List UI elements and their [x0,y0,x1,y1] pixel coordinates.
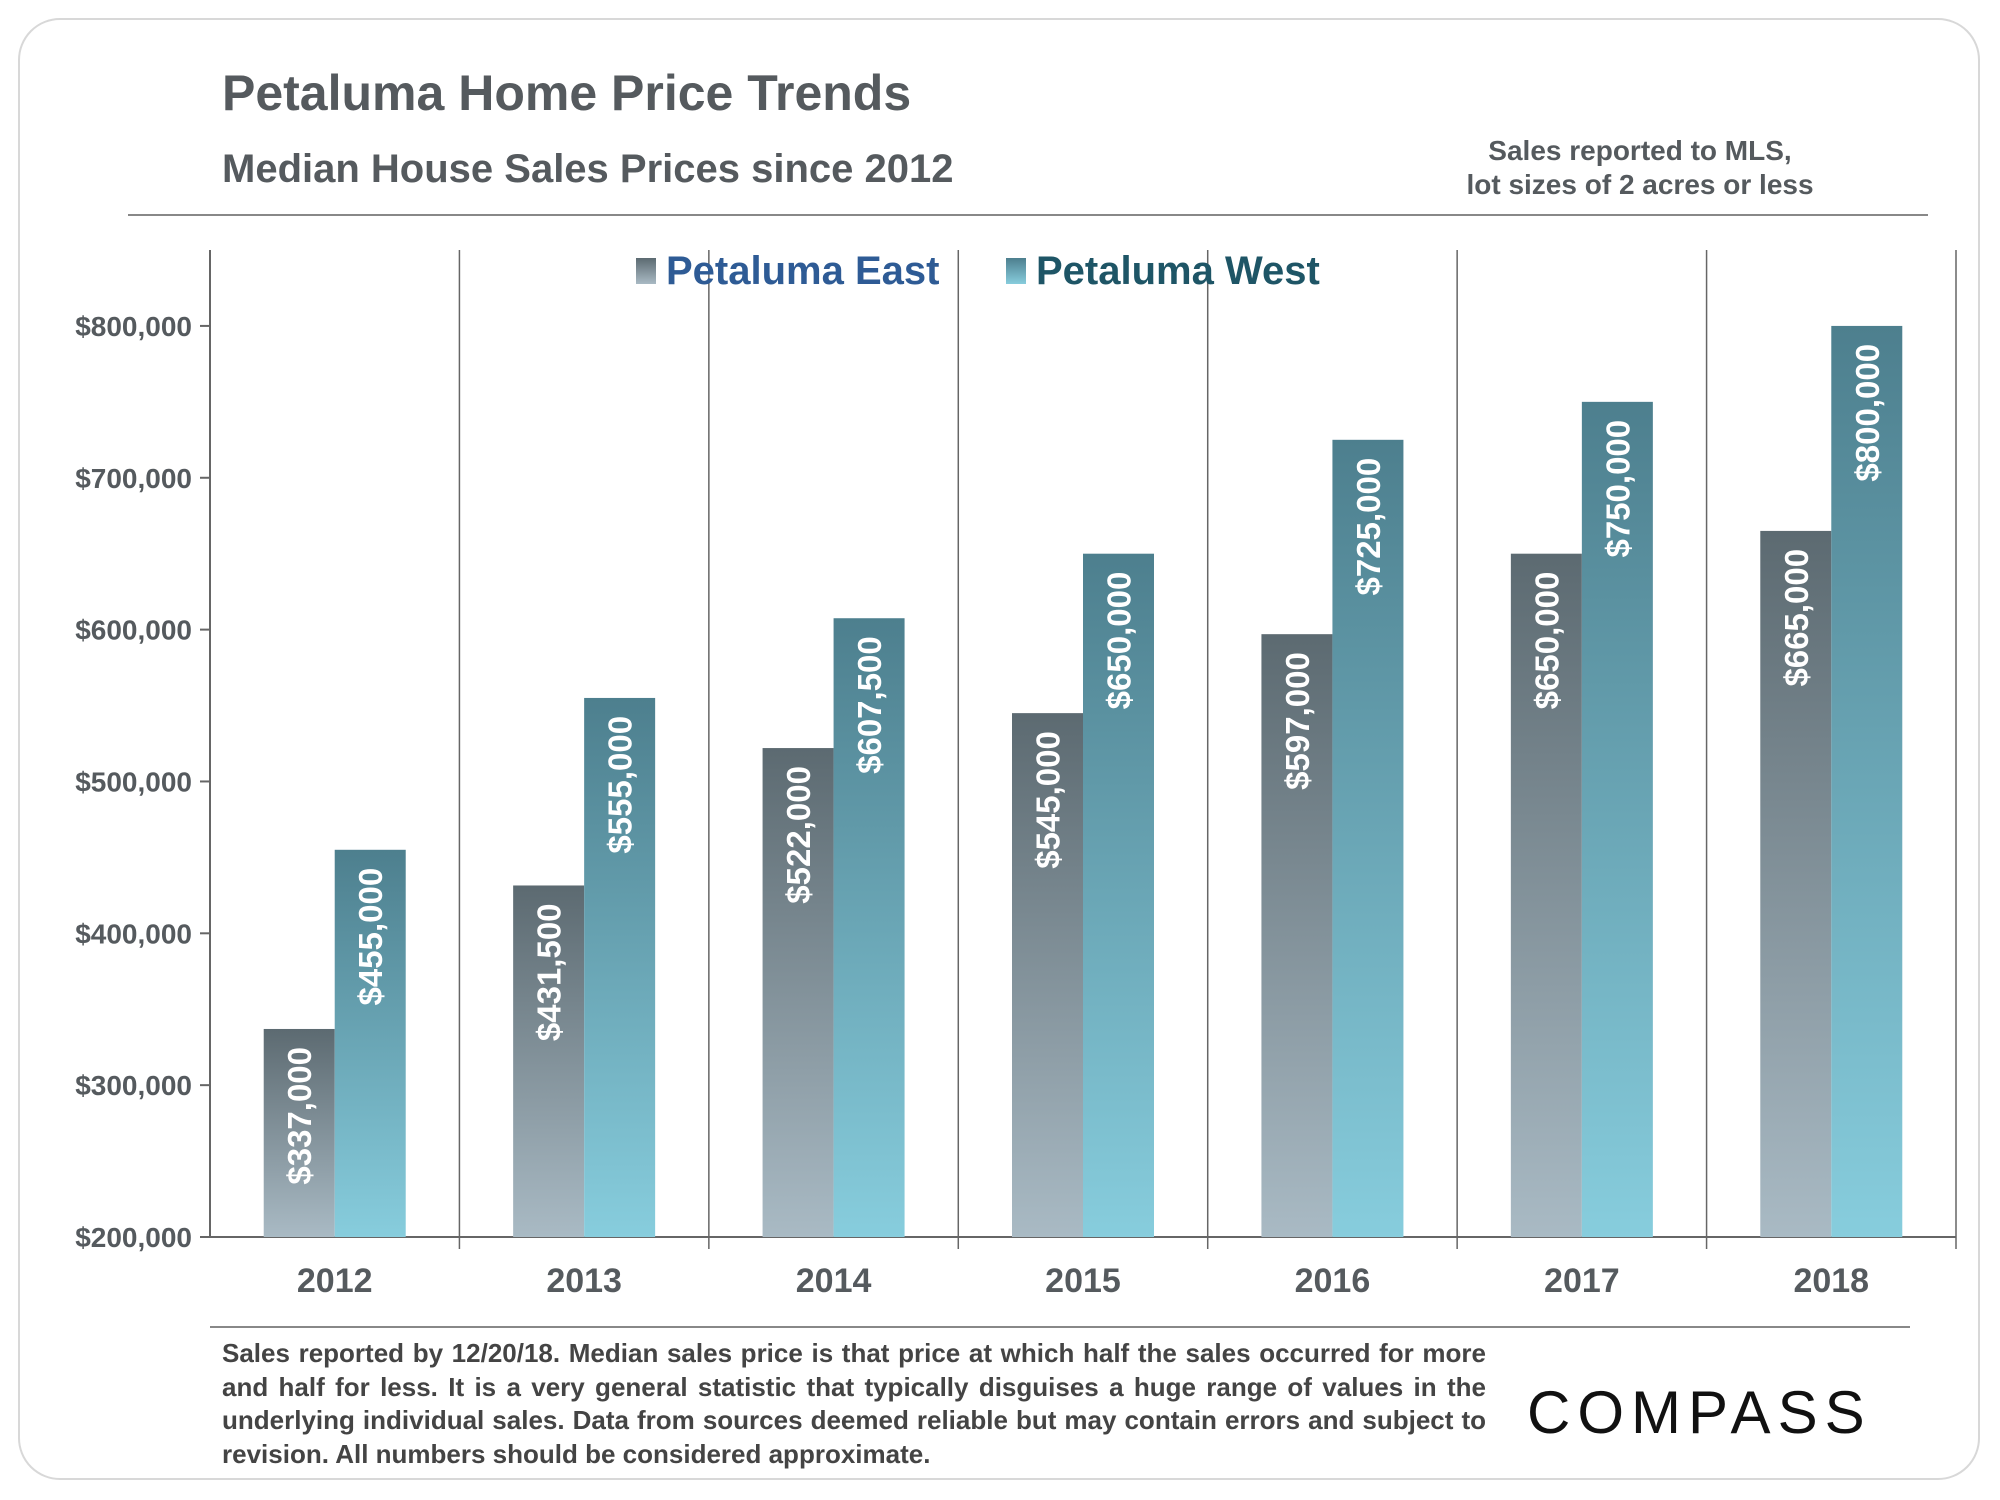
bar-data-label: $607,500 [851,636,888,774]
axis-layer: $200,000 $300,000 $400,000 $500,000 $600,000… [75,250,1957,1300]
bar-data-label: $597,000 [1279,652,1316,790]
bar-data-label: $431,500 [531,903,568,1041]
x-tick-label: 2014 [796,1262,872,1300]
bar-petaluma-east [1261,634,1333,1237]
x-tick-label: 2012 [297,1262,373,1300]
bar-data-label: $725,000 [1350,458,1387,596]
bar-data-label: $650,000 [1528,572,1565,710]
y-tick-label: $300,000 [75,1070,192,1101]
y-tick-label: $200,000 [75,1222,192,1253]
bar-petaluma-west [1332,439,1404,1237]
bar-data-label: $545,000 [1030,731,1067,869]
bar-petaluma-west [584,697,656,1237]
header-divider [128,214,1928,216]
bar-petaluma-west [1581,401,1653,1237]
bar-data-label: $750,000 [1599,420,1636,558]
bar-data-label: $455,000 [352,868,389,1006]
bar-petaluma-east [513,885,585,1237]
bar-petaluma-west [334,849,406,1237]
bar-petaluma-east [762,748,834,1237]
chart-title: Petaluma Home Price Trends [222,65,912,121]
bar-petaluma-east [1760,530,1832,1237]
legend: Petaluma East Petaluma West [636,249,1320,293]
x-tick-label: 2017 [1544,1262,1620,1300]
bar-petaluma-east [263,1028,335,1237]
y-tick-label: $800,000 [75,311,192,342]
x-tick-label: 2016 [1295,1262,1371,1300]
source-note-line-2: lot sizes of 2 acres or less [1466,169,1814,200]
source-note: Sales reported to MLS, lot sizes of 2 ac… [1420,134,1860,202]
bar-chart: $200,000 $300,000 $400,000 $500,000 $600,000… [75,249,1957,1300]
bar-petaluma-west [1831,325,1903,1237]
bar-data-label: $800,000 [1849,344,1886,482]
bar-petaluma-east [1510,553,1582,1237]
legend-label: Petaluma West [1036,249,1320,293]
y-tick-label: $500,000 [75,766,192,797]
x-tick-label: 2013 [546,1262,622,1300]
legend-swatch [1006,258,1026,284]
bar-data-label: $665,000 [1778,549,1815,687]
bar-data-label: $337,000 [281,1047,318,1185]
y-tick-label: $400,000 [75,918,192,949]
legend-item-east: Petaluma East [636,249,939,293]
bar-petaluma-west [1083,553,1154,1237]
footer-divider [210,1326,1910,1328]
bar-data-label: $522,000 [780,766,817,904]
bar-layer: $337,000 $455,000 $431,500 $555,000 $522,000… [263,325,1903,1237]
source-note-line-1: Sales reported to MLS, [1488,135,1792,166]
footnote: Sales reported by 12/20/18. Median sales… [222,1338,1486,1469]
bar-petaluma-east [1012,713,1083,1237]
x-tick-label: 2018 [1793,1262,1869,1300]
bar-petaluma-west [833,618,905,1237]
legend-item-west: Petaluma West [1006,249,1320,293]
chart-subtitle: Median House Sales Prices since 2012 [222,147,954,191]
legend-swatch [636,258,656,284]
x-tick-label: 2015 [1045,1262,1121,1300]
y-tick-label: $600,000 [75,615,192,646]
compass-logo: COMPASS [1527,1379,1872,1446]
bar-data-label: $555,000 [602,716,639,854]
y-tick-label: $700,000 [75,463,192,494]
legend-label: Petaluma East [666,249,939,293]
bar-data-label: $650,000 [1101,572,1138,710]
